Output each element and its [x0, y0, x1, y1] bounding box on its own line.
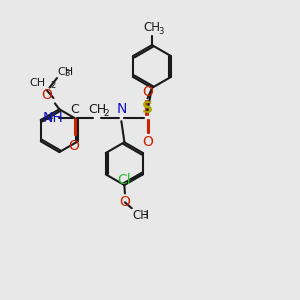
Text: CH: CH — [29, 79, 45, 88]
Text: CH: CH — [88, 103, 106, 116]
Text: 3: 3 — [64, 69, 70, 78]
Text: O: O — [142, 85, 153, 99]
Text: 3: 3 — [142, 211, 148, 220]
Text: O: O — [119, 195, 130, 208]
Text: C: C — [70, 103, 79, 116]
Text: O: O — [69, 139, 80, 153]
Text: O: O — [142, 135, 153, 149]
Text: 2: 2 — [103, 109, 109, 118]
Text: S: S — [142, 101, 153, 116]
Text: 3: 3 — [158, 27, 164, 36]
Text: O: O — [42, 88, 52, 102]
Text: CH: CH — [57, 67, 73, 76]
Text: NH: NH — [43, 111, 64, 124]
Text: Cl: Cl — [117, 173, 130, 187]
Text: N: N — [116, 102, 127, 116]
Text: 2: 2 — [51, 81, 56, 90]
Text: CH: CH — [133, 209, 150, 222]
Text: CH: CH — [143, 21, 161, 34]
